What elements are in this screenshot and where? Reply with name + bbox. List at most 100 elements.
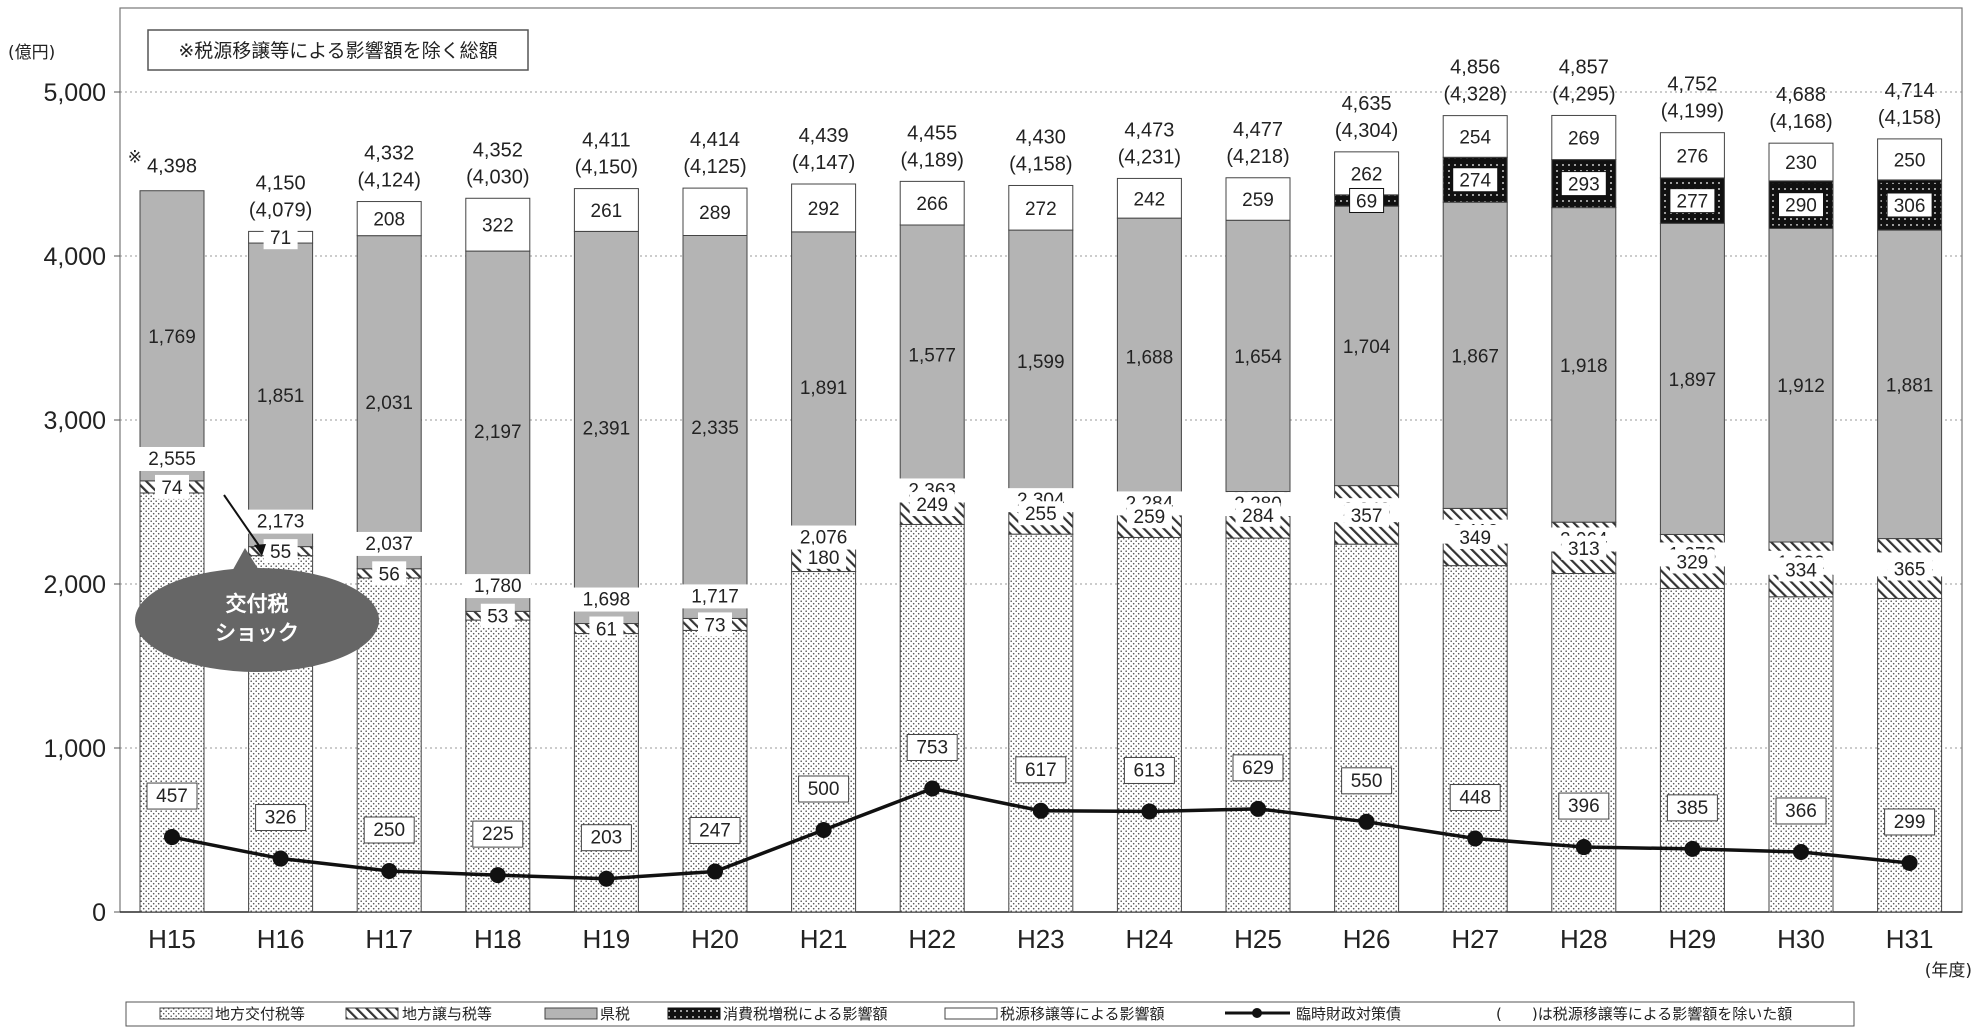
bar-3-inner-H30 bbox=[1770, 181, 1832, 228]
line-data-label: 385 bbox=[1677, 798, 1709, 819]
line-point bbox=[1575, 839, 1592, 856]
legend-label-2: 県税 bbox=[600, 1005, 630, 1023]
line-data-label: 500 bbox=[808, 779, 840, 800]
total-excl-label: (4,124) bbox=[358, 170, 421, 192]
label-box-4 bbox=[1887, 147, 1933, 172]
line-label-box bbox=[1015, 756, 1067, 784]
line-point bbox=[1250, 800, 1266, 817]
bar-0-H29 bbox=[1659, 587, 1725, 913]
data-label-1: 249 bbox=[916, 495, 948, 516]
data-label-2: 2,335 bbox=[691, 418, 739, 439]
data-label-2: 1,897 bbox=[1669, 370, 1717, 391]
note-text: ※税源移譲等による影響額を除く総額 bbox=[178, 40, 497, 62]
label-box-4 bbox=[366, 206, 412, 231]
bar-2-H15 bbox=[139, 190, 205, 482]
line-data-label: 753 bbox=[916, 738, 948, 759]
x-tick-label: H15 bbox=[148, 924, 196, 954]
total-label: 4,635 bbox=[1342, 93, 1392, 115]
legend-swatch-4 bbox=[944, 1007, 998, 1020]
bar-3-inner-H28 bbox=[1552, 160, 1615, 207]
data-label-2: 1,918 bbox=[1560, 356, 1608, 377]
label-box-4 bbox=[801, 195, 847, 220]
data-label-2: 2,197 bbox=[474, 422, 522, 443]
line-label-box bbox=[1123, 756, 1175, 784]
line-label-box bbox=[1666, 794, 1718, 822]
data-label-0: 1,698 bbox=[583, 590, 631, 611]
y-tick-label: 5,000 bbox=[43, 79, 106, 107]
line-data-label: 396 bbox=[1568, 796, 1600, 817]
line-point bbox=[1032, 802, 1049, 819]
line-point bbox=[164, 829, 180, 846]
y-tick-label: 1,000 bbox=[43, 735, 106, 763]
total-label: 4,752 bbox=[1667, 74, 1717, 96]
line-label-box bbox=[1775, 797, 1827, 825]
label-box-4 bbox=[1561, 125, 1607, 150]
data-label-4: 250 bbox=[1894, 150, 1926, 171]
total-excl-label: (4,030) bbox=[466, 166, 529, 188]
label-box-4 bbox=[475, 212, 521, 237]
label-box-3 bbox=[1452, 167, 1499, 193]
line-label-box bbox=[363, 816, 415, 844]
data-label-2: 1,577 bbox=[908, 345, 956, 366]
line-point bbox=[815, 822, 832, 838]
bar-0-H21 bbox=[791, 571, 857, 913]
x-tick-label: H17 bbox=[365, 924, 413, 954]
line-label-box bbox=[1341, 767, 1393, 795]
total-label: 4,398 bbox=[147, 156, 197, 178]
label-box-1 bbox=[1669, 549, 1715, 574]
data-label-4: 242 bbox=[1134, 189, 1166, 210]
x-tick-label: H27 bbox=[1451, 924, 1499, 954]
callout: 交付税 ショック bbox=[135, 494, 379, 672]
label-box-3 bbox=[1669, 188, 1716, 214]
line-point bbox=[272, 850, 289, 867]
y-axis-label: (億円) bbox=[8, 43, 55, 63]
line-label-box bbox=[689, 816, 741, 844]
line-label-box bbox=[906, 734, 958, 762]
bar-3-inner-H31 bbox=[1878, 180, 1941, 230]
total-excl-label: (4,168) bbox=[1769, 111, 1832, 133]
label-box-4 bbox=[692, 199, 738, 224]
total-label: 4,688 bbox=[1776, 84, 1826, 106]
label-box-1 bbox=[155, 474, 189, 499]
label-box-1 bbox=[1778, 557, 1824, 582]
bar-0-H30 bbox=[1768, 596, 1834, 913]
total-excl-label: (4,218) bbox=[1226, 146, 1289, 168]
data-label-4: 254 bbox=[1459, 127, 1491, 148]
total-excl-label: (4,199) bbox=[1661, 101, 1724, 123]
label-box-0 bbox=[247, 509, 315, 534]
bar-0-H19 bbox=[573, 633, 639, 913]
x-tick-label: H16 bbox=[257, 924, 305, 954]
line-point bbox=[1141, 803, 1158, 820]
line-point bbox=[1793, 843, 1809, 860]
label-box-1 bbox=[909, 492, 955, 517]
bar-3-inner-H27 bbox=[1444, 158, 1507, 202]
total-label: 4,857 bbox=[1559, 56, 1609, 78]
bar-0-H22 bbox=[899, 523, 965, 913]
total-label: 4,714 bbox=[1885, 80, 1935, 102]
data-label-2: 1,704 bbox=[1343, 337, 1391, 358]
label-box-1 bbox=[1344, 502, 1390, 527]
total-label: 4,430 bbox=[1016, 126, 1066, 148]
legend-swatch-3 bbox=[667, 1007, 721, 1020]
bar-2-H26 bbox=[1334, 205, 1400, 487]
total-label: 4,332 bbox=[364, 143, 414, 165]
total-label: 4,439 bbox=[799, 125, 849, 147]
bar-2-H17 bbox=[356, 235, 422, 570]
label-box-4 bbox=[1018, 195, 1064, 220]
line-data-label: 225 bbox=[482, 824, 514, 845]
label-box-4 bbox=[1235, 187, 1281, 212]
label-box-3 bbox=[1886, 192, 1933, 218]
data-label-2: 2,031 bbox=[365, 393, 413, 414]
data-label-1: 53 bbox=[487, 607, 508, 628]
label-box-1 bbox=[263, 539, 298, 564]
data-label-0: 2,555 bbox=[148, 449, 196, 470]
legend-item-3: 消費税増税による影響額 bbox=[667, 1005, 888, 1023]
line-data-label: 247 bbox=[699, 820, 731, 841]
data-label-1: 61 bbox=[596, 620, 617, 641]
label-box-1 bbox=[1018, 501, 1064, 526]
label-box-0 bbox=[464, 574, 532, 599]
line-point bbox=[1467, 830, 1484, 847]
bar-2-H19 bbox=[573, 230, 639, 625]
x-tick-label: H19 bbox=[583, 924, 631, 954]
data-label-4: 208 bbox=[373, 210, 405, 231]
